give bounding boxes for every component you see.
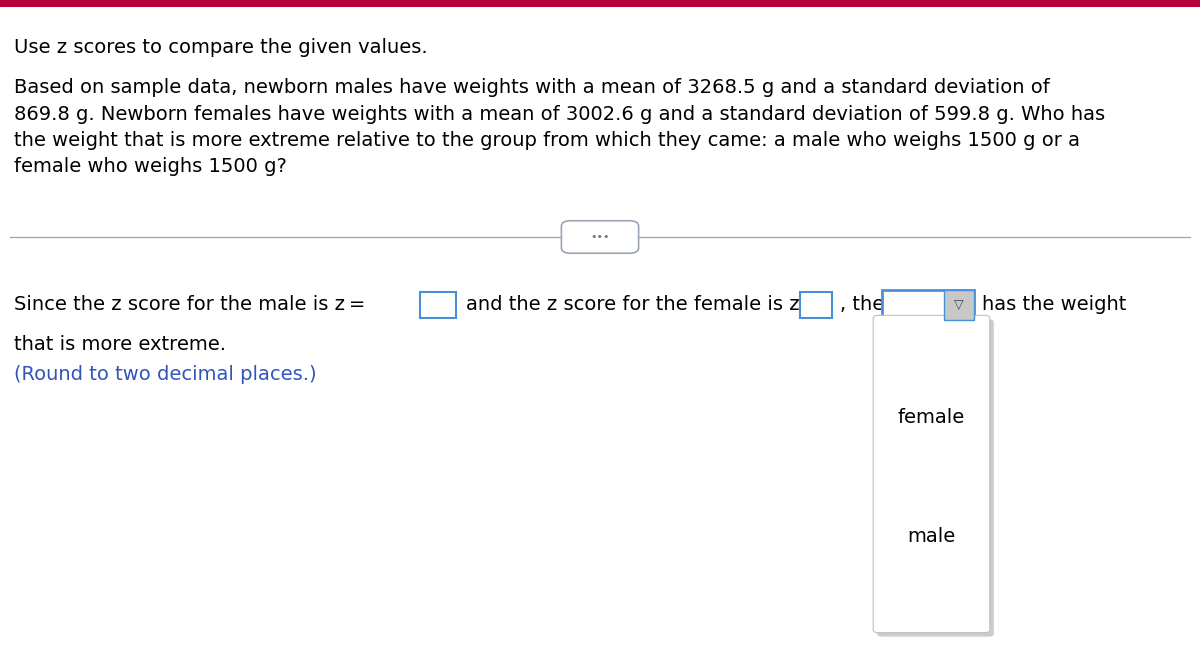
Text: ▽: ▽	[954, 298, 964, 311]
Text: Since the z score for the male is z =: Since the z score for the male is z =	[14, 296, 365, 315]
Text: Use z scores to compare the given values.: Use z scores to compare the given values…	[14, 38, 427, 57]
Text: (Round to two decimal places.): (Round to two decimal places.)	[14, 365, 317, 384]
FancyBboxPatch shape	[800, 292, 832, 318]
FancyBboxPatch shape	[0, 0, 1200, 7]
Text: has the weight: has the weight	[982, 296, 1127, 315]
Text: male: male	[907, 527, 955, 546]
FancyBboxPatch shape	[944, 290, 974, 320]
FancyBboxPatch shape	[874, 315, 990, 633]
Text: that is more extreme.: that is more extreme.	[14, 336, 226, 355]
FancyBboxPatch shape	[562, 221, 638, 253]
FancyBboxPatch shape	[420, 292, 456, 318]
FancyBboxPatch shape	[882, 290, 974, 320]
Text: and the z score for the female is z =: and the z score for the female is z =	[466, 296, 820, 315]
Text: Based on sample data, newborn males have weights with a mean of 3268.5 g and a s: Based on sample data, newborn males have…	[14, 78, 1105, 177]
Text: female: female	[898, 409, 965, 427]
Text: •••: •••	[590, 232, 610, 242]
Text: , the: , the	[840, 296, 884, 315]
FancyBboxPatch shape	[877, 319, 994, 637]
